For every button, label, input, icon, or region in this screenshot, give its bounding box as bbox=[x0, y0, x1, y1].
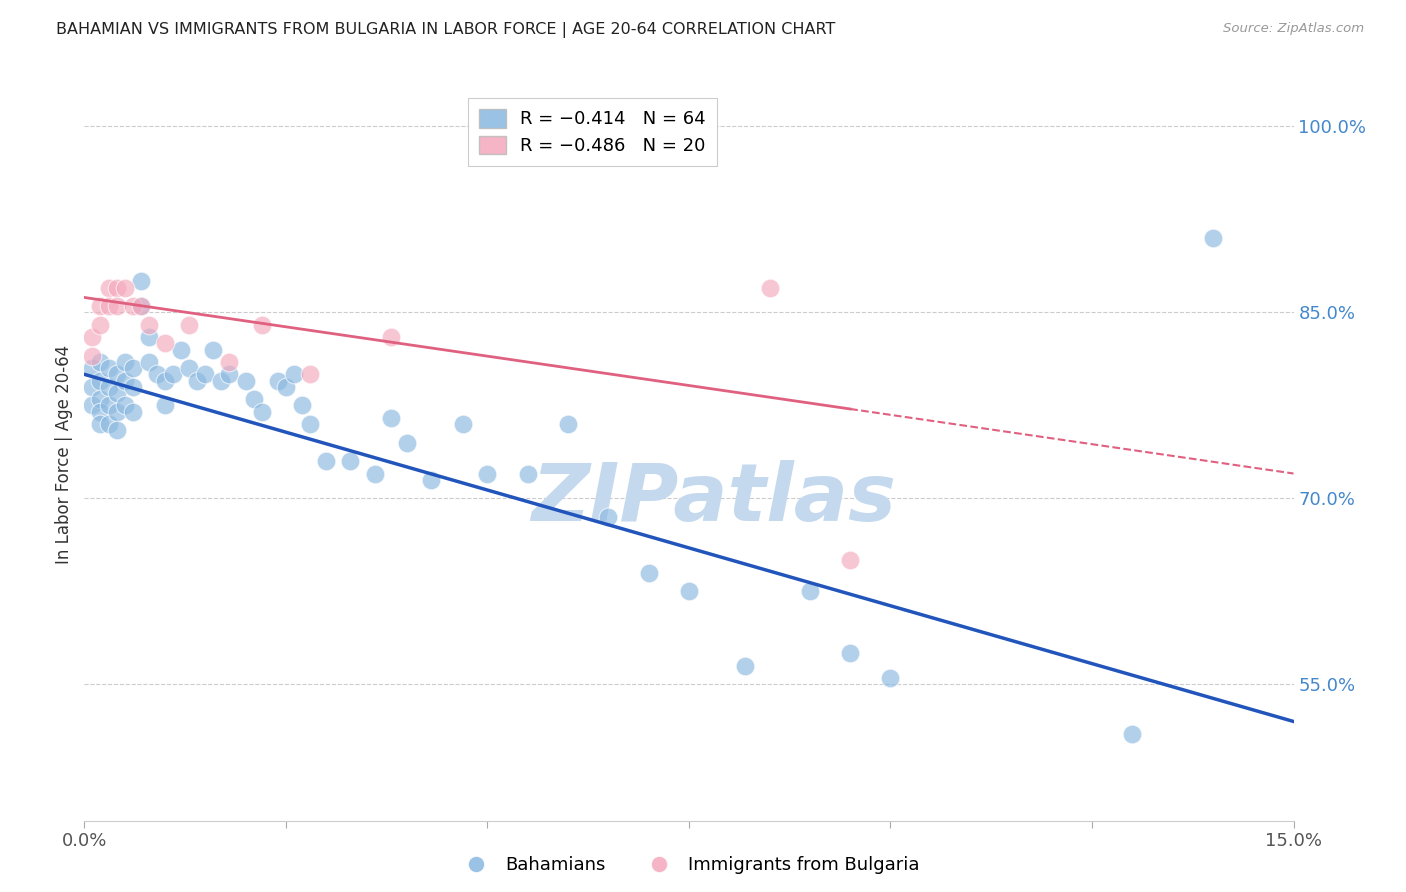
Point bbox=[129, 274, 152, 288]
Point bbox=[299, 368, 322, 382]
Point bbox=[121, 404, 143, 418]
Point bbox=[879, 671, 901, 685]
Point bbox=[138, 355, 160, 369]
Point bbox=[89, 417, 111, 431]
Point bbox=[105, 368, 128, 382]
Point bbox=[114, 280, 136, 294]
Point bbox=[734, 658, 756, 673]
Point bbox=[516, 467, 538, 481]
Point bbox=[82, 330, 104, 344]
Point bbox=[121, 361, 143, 376]
Point bbox=[153, 374, 176, 388]
Point bbox=[114, 374, 136, 388]
Point bbox=[799, 584, 821, 599]
Point bbox=[339, 454, 361, 468]
Point bbox=[250, 318, 273, 332]
Point bbox=[89, 374, 111, 388]
Point bbox=[153, 398, 176, 412]
Point bbox=[179, 361, 201, 376]
Point bbox=[114, 355, 136, 369]
Point bbox=[146, 368, 169, 382]
Point bbox=[380, 410, 402, 425]
Point bbox=[105, 423, 128, 437]
Point bbox=[129, 299, 152, 313]
Point bbox=[299, 417, 322, 431]
Point bbox=[105, 404, 128, 418]
Point bbox=[89, 392, 111, 406]
Point bbox=[242, 392, 264, 406]
Point bbox=[758, 280, 780, 294]
Point bbox=[105, 280, 128, 294]
Point bbox=[114, 398, 136, 412]
Point bbox=[186, 374, 208, 388]
Point bbox=[89, 404, 111, 418]
Point bbox=[105, 386, 128, 401]
Point bbox=[97, 280, 120, 294]
Point bbox=[637, 566, 659, 580]
Y-axis label: In Labor Force | Age 20-64: In Labor Force | Age 20-64 bbox=[55, 345, 73, 565]
Point bbox=[97, 361, 120, 376]
Point bbox=[218, 368, 240, 382]
Point bbox=[97, 398, 120, 412]
Point bbox=[138, 330, 160, 344]
Text: Source: ZipAtlas.com: Source: ZipAtlas.com bbox=[1223, 22, 1364, 36]
Point bbox=[1202, 231, 1225, 245]
Point bbox=[235, 374, 257, 388]
Point bbox=[129, 299, 152, 313]
Point bbox=[839, 553, 862, 567]
Point bbox=[678, 584, 700, 599]
Point bbox=[1121, 727, 1143, 741]
Point bbox=[153, 336, 176, 351]
Point bbox=[179, 318, 201, 332]
Point bbox=[97, 417, 120, 431]
Point bbox=[598, 509, 620, 524]
Point bbox=[82, 349, 104, 363]
Point bbox=[451, 417, 474, 431]
Point bbox=[477, 467, 499, 481]
Text: ZIPatlas: ZIPatlas bbox=[530, 459, 896, 538]
Point bbox=[89, 318, 111, 332]
Point bbox=[194, 368, 217, 382]
Point bbox=[105, 299, 128, 313]
Point bbox=[250, 404, 273, 418]
Point bbox=[218, 355, 240, 369]
Legend: Bahamians, Immigrants from Bulgaria: Bahamians, Immigrants from Bulgaria bbox=[451, 848, 927, 881]
Point bbox=[395, 435, 418, 450]
Point bbox=[209, 374, 232, 388]
Point bbox=[283, 368, 305, 382]
Point bbox=[89, 355, 111, 369]
Point bbox=[557, 417, 579, 431]
Point bbox=[839, 646, 862, 660]
Point bbox=[138, 318, 160, 332]
Text: BAHAMIAN VS IMMIGRANTS FROM BULGARIA IN LABOR FORCE | AGE 20-64 CORRELATION CHAR: BAHAMIAN VS IMMIGRANTS FROM BULGARIA IN … bbox=[56, 22, 835, 38]
Point bbox=[82, 380, 104, 394]
Point bbox=[97, 380, 120, 394]
Point bbox=[274, 380, 297, 394]
Point bbox=[162, 368, 184, 382]
Point bbox=[170, 343, 193, 357]
Point bbox=[315, 454, 337, 468]
Point bbox=[202, 343, 225, 357]
Point bbox=[291, 398, 314, 412]
Point bbox=[97, 299, 120, 313]
Point bbox=[121, 380, 143, 394]
Point bbox=[380, 330, 402, 344]
Point bbox=[363, 467, 385, 481]
Point bbox=[121, 299, 143, 313]
Point bbox=[82, 361, 104, 376]
Point bbox=[89, 299, 111, 313]
Point bbox=[82, 398, 104, 412]
Point bbox=[420, 473, 443, 487]
Point bbox=[267, 374, 290, 388]
